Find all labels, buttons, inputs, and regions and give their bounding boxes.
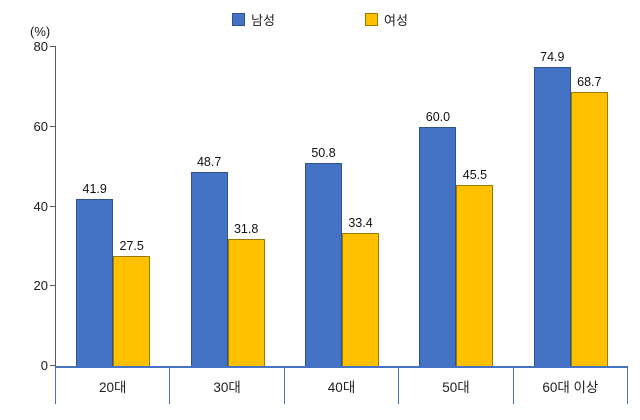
x-category-label: 30대 xyxy=(169,368,283,404)
bar-male: 74.9 xyxy=(533,50,571,366)
bar-value-label: 45.5 xyxy=(462,167,488,182)
bar-female: 33.4 xyxy=(342,216,380,366)
legend: 남성 여성 xyxy=(0,10,640,29)
y-tick-label: 80 xyxy=(33,39,48,54)
bar-group: 41.9 27.5 xyxy=(56,47,170,366)
legend-label: 여성 xyxy=(384,13,408,28)
y-tick-label: 60 xyxy=(33,118,48,134)
legend-swatch-female xyxy=(365,13,378,26)
x-category-label: 60대 이상 xyxy=(512,368,629,404)
x-category-label: 40대 xyxy=(283,368,398,404)
bar-group: 60.0 45.5 xyxy=(399,47,513,366)
y-tick-mark xyxy=(50,125,56,127)
y-tick-label: 20 xyxy=(33,278,48,294)
bar-value-label: 41.9 xyxy=(82,181,107,196)
x-category-label: 50대 xyxy=(398,368,512,404)
bar-male: 48.7 xyxy=(190,155,228,366)
y-tick-mark xyxy=(50,285,56,287)
bar-male: 41.9 xyxy=(76,182,114,366)
bar-male: 60.0 xyxy=(419,110,457,366)
bar-value-label: 33.4 xyxy=(348,215,373,230)
bar-value-label: 48.7 xyxy=(196,154,222,169)
y-axis-unit-label: (%) xyxy=(30,24,51,39)
bar-value-label: 74.9 xyxy=(540,50,565,65)
y-tick-label: 40 xyxy=(33,198,48,214)
legend-swatch-male xyxy=(232,13,246,26)
bar-value-label: 27.5 xyxy=(119,239,144,254)
bar-group: 50.8 33.4 xyxy=(285,47,399,366)
y-tick-mark xyxy=(50,205,56,207)
legend-label: 남성 xyxy=(251,13,275,28)
plot-area: 41.9 27.5 48.7 31.8 50.8 33.4 60.0 45.5 74.9 68.7… xyxy=(34,39,628,373)
bar-female: 45.5 xyxy=(456,168,494,366)
x-axis-labels: 20대 30대 40대 50대 60대 이상 xyxy=(55,368,629,404)
bar-value-label: 31.8 xyxy=(233,222,259,237)
bar-value-label: 68.7 xyxy=(577,75,602,90)
bar-value-label: 50.8 xyxy=(311,146,336,161)
y-tick-label: 0 xyxy=(40,358,48,373)
bar-group: 48.7 31.8 xyxy=(170,47,284,366)
y-tick-mark xyxy=(50,46,56,47)
legend-item-female: 여성 xyxy=(365,10,408,29)
bar-female: 68.7 xyxy=(570,75,608,366)
bar-group: 74.9 68.7 xyxy=(514,47,628,366)
bar-female: 31.8 xyxy=(227,222,265,366)
bars-container: 41.9 27.5 48.7 31.8 50.8 33.4 60.0 45.5 74.9 68.7 xyxy=(56,47,628,366)
legend-item-male: 남성 xyxy=(232,10,275,29)
x-category-label: 20대 xyxy=(55,368,169,404)
y-tick-mark xyxy=(50,365,56,366)
bar-value-label: 60.0 xyxy=(425,109,451,124)
bar-female: 27.5 xyxy=(113,239,151,366)
bar-male: 50.8 xyxy=(305,146,343,366)
